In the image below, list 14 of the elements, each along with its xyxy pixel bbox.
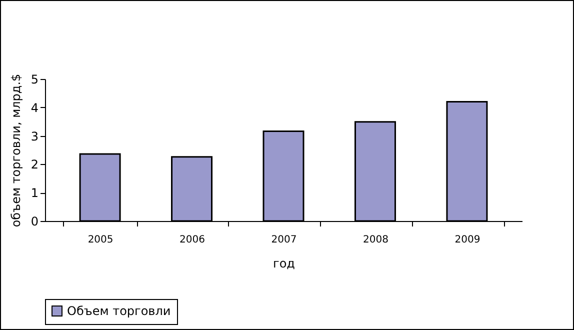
y-tick-label: 2 (30, 158, 38, 172)
y-tick-label: 1 (30, 186, 38, 200)
y-tick-label: 0 (30, 214, 38, 228)
y-tick-label: 3 (30, 129, 38, 144)
x-axis-title: год (273, 256, 295, 270)
x-tick-label: 2006 (180, 234, 205, 246)
x-tick-label: 2008 (363, 234, 388, 246)
x-tick-label: 2009 (454, 234, 480, 246)
y-tick-label: 5 (30, 72, 38, 86)
legend-label: Объем торговли (67, 304, 171, 318)
y-axis-title: объем торговли, млрд.$ (8, 74, 23, 228)
x-tick-label: 2007 (271, 234, 297, 246)
x-tick-label: 2005 (88, 234, 114, 246)
y-tick-label: 4 (30, 100, 38, 115)
